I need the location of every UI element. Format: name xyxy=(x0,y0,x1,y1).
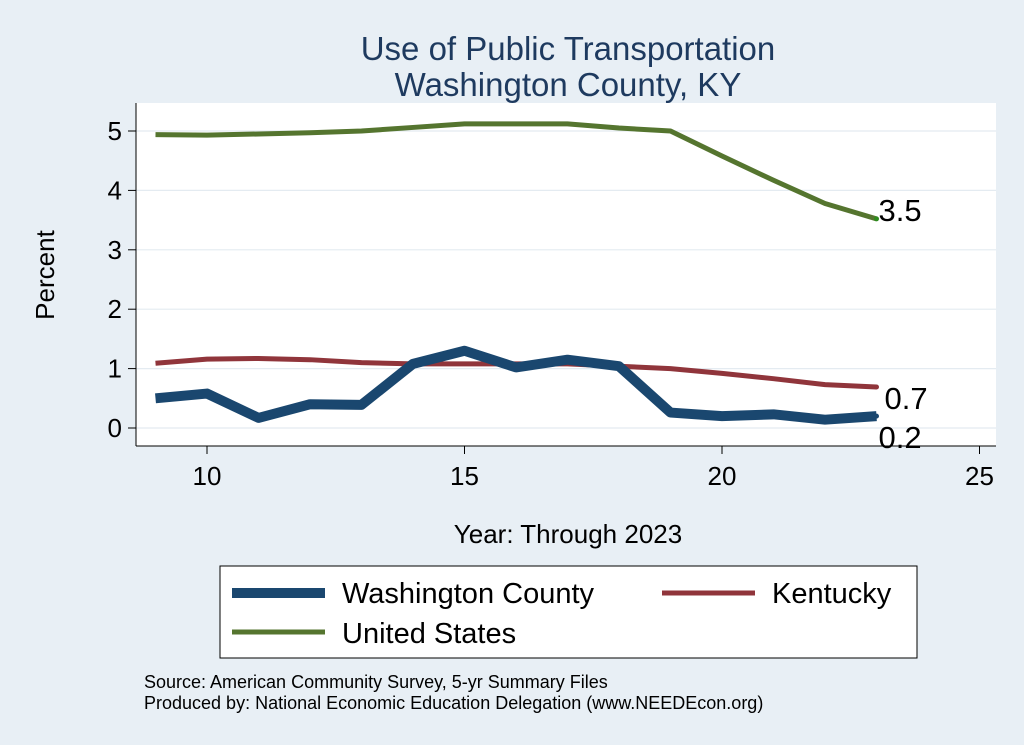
end-label-united-states: 3.5 xyxy=(879,193,922,228)
footer-source: Source: American Community Survey, 5-yr … xyxy=(144,672,608,692)
end-labels: 3.5 0.7 0.2 xyxy=(874,193,928,455)
y-tick-label: 5 xyxy=(108,116,122,146)
x-tick-label: 20 xyxy=(708,461,737,491)
y-tick-label: 4 xyxy=(108,175,122,205)
x-axis-title: Year: Through 2023 xyxy=(454,519,682,549)
x-tick-label: 15 xyxy=(450,461,479,491)
legend-label-washington-county: Washington County xyxy=(342,578,595,610)
axes: 0 1 2 3 4 5 10 15 20 25 xyxy=(108,103,996,491)
y-tick-label: 1 xyxy=(108,354,122,384)
x-tick-label: 25 xyxy=(965,461,994,491)
end-point-kentucky xyxy=(874,384,879,390)
chart-title-line-2: Washington County, KY xyxy=(395,66,742,103)
y-axis-title: Percent xyxy=(30,229,60,319)
y-tick-label: 0 xyxy=(108,413,122,443)
legend-label-kentucky: Kentucky xyxy=(772,578,892,610)
series-line-united-states xyxy=(155,121,878,222)
y-tick-label: 3 xyxy=(108,235,122,265)
end-label-kentucky: 0.7 xyxy=(885,381,928,416)
chart-title-line-1: Use of Public Transportation xyxy=(361,30,776,67)
legend-box xyxy=(219,565,918,659)
end-label-washington-county: 0.2 xyxy=(879,420,922,455)
y-tick-label: 2 xyxy=(108,294,122,324)
plot-area xyxy=(136,103,996,446)
footer-produced-by: Produced by: National Economic Education… xyxy=(144,693,764,713)
x-tick-label: 10 xyxy=(193,461,222,491)
legend-label-united-states: United States xyxy=(342,618,516,650)
series-line-washington-county xyxy=(155,345,877,425)
legend: Washington County Kentucky United States xyxy=(219,565,918,659)
series-lines xyxy=(155,121,878,425)
end-point-washington-county xyxy=(874,413,879,419)
end-point-united-states xyxy=(874,216,879,222)
